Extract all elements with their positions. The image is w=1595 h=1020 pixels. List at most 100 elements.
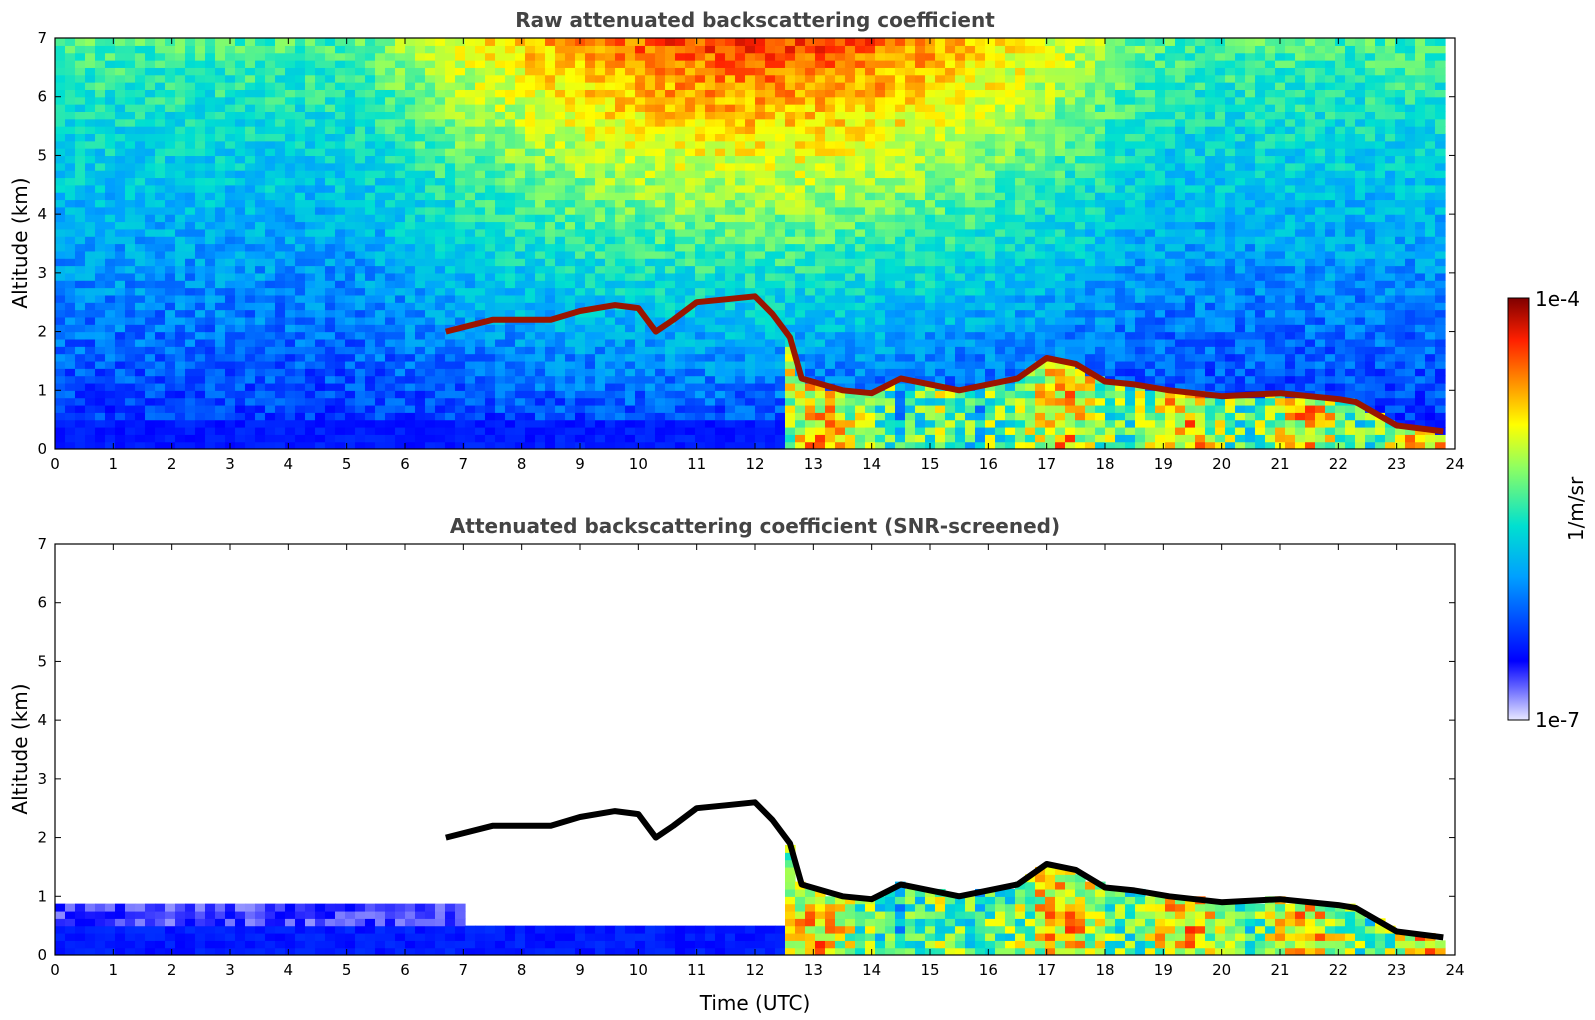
heatmap-cell: [215, 228, 226, 237]
heatmap-cell: [95, 170, 106, 179]
heatmap-cell: [95, 206, 106, 215]
heatmap-cell: [865, 170, 876, 179]
heatmap-cell: [425, 38, 436, 46]
heatmap-cell: [165, 148, 176, 157]
heatmap-cell: [775, 426, 786, 435]
heatmap-cell: [945, 390, 956, 399]
heatmap-cell: [775, 309, 786, 318]
heatmap-cell: [855, 52, 866, 61]
heatmap-cell: [895, 324, 906, 333]
heatmap-cell: [735, 265, 746, 274]
heatmap-cell: [785, 199, 796, 208]
heatmap-cell: [695, 45, 706, 54]
heatmap-cell: [665, 353, 676, 362]
heatmap-cell: [725, 390, 736, 399]
heatmap-cell: [665, 280, 676, 289]
heatmap-cell: [475, 426, 486, 435]
heatmap-cell: [875, 390, 886, 399]
heatmap-cell: [475, 397, 486, 406]
heatmap-cell: [415, 74, 426, 83]
heatmap-cell: [435, 214, 446, 223]
heatmap-cell: [605, 236, 616, 245]
heatmap-cell: [685, 206, 696, 215]
heatmap-cell: [495, 434, 506, 443]
heatmap-cell: [155, 82, 166, 90]
heatmap-cell: [375, 52, 386, 61]
heatmap-cell: [305, 331, 316, 340]
heatmap-cell: [205, 338, 216, 347]
heatmap-cell: [505, 206, 516, 215]
heatmap-cell: [105, 221, 116, 230]
heatmap-cell: [905, 192, 916, 201]
heatmap-cell: [395, 309, 406, 318]
heatmap-cell: [85, 382, 96, 391]
heatmap-cell: [585, 118, 596, 127]
heatmap-cell: [855, 426, 866, 435]
heatmap-cell: [305, 382, 316, 391]
heatmap-cell: [245, 426, 256, 435]
heatmap-cell: [745, 82, 756, 90]
heatmap-cell: [745, 360, 756, 369]
heatmap-cell: [195, 272, 206, 281]
heatmap-cell: [745, 441, 756, 449]
heatmap-cell: [275, 258, 286, 267]
heatmap-cell: [145, 419, 156, 428]
heatmap-cell: [655, 177, 666, 186]
heatmap-cell: [285, 316, 296, 325]
heatmap-cell: [195, 368, 206, 377]
heatmap-cell: [145, 309, 156, 318]
heatmap-cell: [245, 258, 256, 267]
heatmap-cell: [795, 67, 806, 76]
heatmap-cell: [935, 375, 946, 384]
heatmap-cell: [905, 126, 916, 135]
heatmap-cell: [175, 258, 186, 267]
heatmap-cell: [525, 67, 536, 76]
heatmap-cell: [725, 52, 736, 61]
heatmap-cell: [475, 82, 486, 90]
heatmap-cell: [395, 360, 406, 369]
heatmap-cell: [345, 360, 356, 369]
heatmap-cell: [705, 331, 716, 340]
heatmap-cell: [465, 390, 476, 399]
heatmap-cell: [135, 221, 146, 230]
heatmap-cell: [575, 316, 586, 325]
heatmap-cell: [545, 67, 556, 76]
heatmap-cell: [445, 397, 456, 406]
heatmap-cell: [175, 111, 186, 120]
heatmap-cell: [255, 280, 266, 289]
heatmap-cell: [565, 177, 576, 186]
heatmap-cell: [205, 96, 216, 105]
heatmap-cell: [425, 338, 436, 347]
heatmap-cell: [915, 192, 926, 201]
heatmap-cell: [935, 309, 946, 318]
heatmap-cell: [565, 140, 576, 149]
heatmap-cell: [225, 60, 236, 68]
heatmap-cell: [205, 316, 216, 325]
heatmap-cell: [765, 265, 776, 274]
heatmap-cell: [905, 111, 916, 120]
heatmap-cell: [535, 287, 546, 296]
heatmap-cell: [695, 38, 706, 46]
heatmap-cell: [265, 434, 276, 443]
heatmap-cell: [175, 104, 186, 112]
heatmap-cell: [345, 309, 356, 318]
heatmap-cell: [525, 360, 536, 369]
heatmap-cell: [425, 126, 436, 135]
heatmap-cell: [375, 397, 386, 406]
heatmap-cell: [935, 82, 946, 90]
heatmap-cell: [265, 199, 276, 208]
heatmap-cell: [165, 184, 176, 193]
heatmap-cell: [675, 390, 686, 399]
heatmap-cell: [895, 404, 906, 413]
heatmap-cell: [925, 243, 936, 252]
heatmap-cell: [875, 272, 886, 281]
heatmap-cell: [795, 214, 806, 223]
heatmap-cell: [205, 162, 216, 171]
heatmap-cell: [435, 74, 446, 83]
heatmap-cell: [915, 177, 926, 186]
heatmap-cell: [635, 60, 646, 68]
heatmap-cell: [585, 368, 596, 377]
heatmap-cell: [205, 52, 216, 61]
heatmap-cell: [385, 118, 396, 127]
heatmap-cell: [435, 243, 446, 252]
